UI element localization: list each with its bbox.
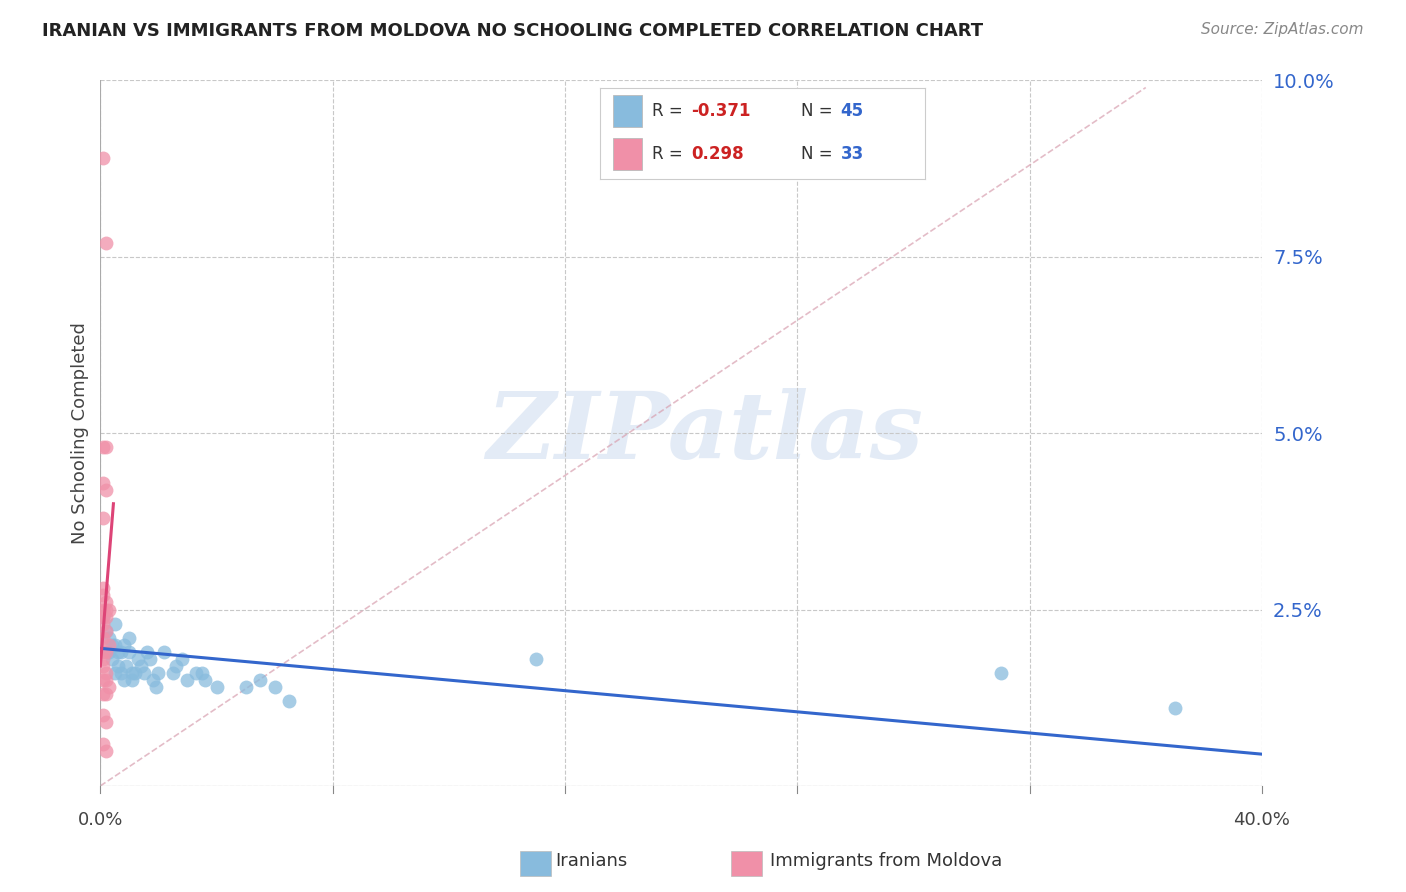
Point — [121, 673, 143, 687]
Point — [104, 638, 127, 652]
Point — [91, 440, 114, 454]
Point — [115, 659, 138, 673]
Point — [112, 673, 135, 687]
Point — [165, 659, 187, 673]
Point — [132, 666, 155, 681]
Point — [176, 673, 198, 687]
Point — [96, 624, 118, 638]
Point — [91, 652, 114, 666]
Point — [96, 715, 118, 730]
Point — [191, 666, 214, 681]
Point — [142, 673, 165, 687]
Point — [990, 666, 1012, 681]
Text: Iranians: Iranians — [555, 852, 627, 870]
Point — [91, 589, 114, 603]
Point — [263, 680, 285, 694]
Point — [96, 483, 118, 497]
Point — [96, 744, 118, 758]
Point — [235, 680, 257, 694]
Point — [91, 737, 114, 751]
Point — [127, 652, 149, 666]
Point — [98, 638, 121, 652]
Text: ZIPatlas: ZIPatlas — [486, 388, 922, 478]
Point — [205, 680, 228, 694]
Point — [101, 652, 124, 666]
Point — [96, 235, 118, 250]
Point — [124, 666, 146, 681]
Point — [145, 680, 167, 694]
Point — [91, 673, 114, 687]
Point — [107, 645, 129, 659]
Point — [118, 645, 141, 659]
Text: IRANIAN VS IMMIGRANTS FROM MOLDOVA NO SCHOOLING COMPLETED CORRELATION CHART: IRANIAN VS IMMIGRANTS FROM MOLDOVA NO SC… — [42, 22, 983, 40]
Text: 0.0%: 0.0% — [77, 811, 124, 829]
Point — [110, 645, 132, 659]
Point — [91, 609, 114, 624]
Point — [96, 609, 118, 624]
Point — [162, 666, 184, 681]
Point — [135, 645, 157, 659]
Point — [101, 638, 124, 652]
Point — [118, 631, 141, 645]
Point — [96, 666, 118, 681]
Point — [249, 673, 271, 687]
Point — [96, 440, 118, 454]
Point — [91, 659, 114, 673]
Point — [153, 645, 176, 659]
Text: 40.0%: 40.0% — [1233, 811, 1291, 829]
Point — [91, 616, 114, 631]
Point — [96, 595, 118, 609]
Point — [194, 673, 217, 687]
Point — [110, 666, 132, 681]
Point — [98, 602, 121, 616]
Point — [121, 666, 143, 681]
Point — [91, 645, 114, 659]
Point — [1164, 701, 1187, 715]
Point — [98, 645, 121, 659]
Point — [170, 652, 193, 666]
Point — [96, 673, 118, 687]
Point — [148, 666, 170, 681]
Point — [138, 652, 160, 666]
Point — [107, 659, 129, 673]
Point — [91, 151, 114, 165]
Point — [91, 708, 114, 723]
Point — [91, 511, 114, 525]
Point — [129, 659, 152, 673]
Point — [104, 616, 127, 631]
Text: Source: ZipAtlas.com: Source: ZipAtlas.com — [1201, 22, 1364, 37]
Point — [186, 666, 208, 681]
Point — [112, 638, 135, 652]
Point — [96, 602, 118, 616]
Y-axis label: No Schooling Completed: No Schooling Completed — [72, 322, 89, 544]
Point — [104, 666, 127, 681]
Point — [91, 631, 114, 645]
Point — [91, 582, 114, 596]
Point — [91, 475, 114, 490]
Point — [524, 652, 547, 666]
Point — [96, 687, 118, 701]
Point — [96, 645, 118, 659]
Point — [278, 694, 301, 708]
Point — [91, 602, 114, 616]
Point — [98, 680, 121, 694]
Point — [96, 624, 118, 638]
Point — [91, 609, 114, 624]
Point — [91, 687, 114, 701]
Point — [98, 631, 121, 645]
Text: Immigrants from Moldova: Immigrants from Moldova — [770, 852, 1002, 870]
